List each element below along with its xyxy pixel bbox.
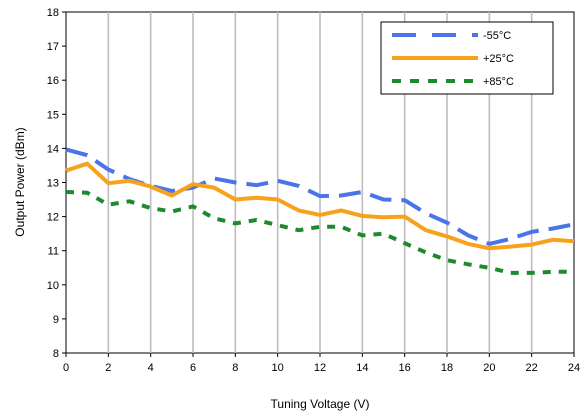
x-tick-label: 22: [526, 362, 538, 374]
y-tick-label: 9: [53, 314, 59, 326]
y-tick-label: 18: [47, 7, 59, 19]
y-axis-title: Output Power (dBm): [13, 127, 27, 236]
series-line-0: [65, 147, 575, 246]
axes: 0 2 4 6 8 10 12 14 16 18 20 22 248910111213141516171…: [47, 7, 580, 374]
series-lines: [65, 147, 575, 275]
x-tick-label: 2: [105, 362, 111, 374]
y-tick-label: 11: [48, 246, 59, 258]
x-tick-label: 4: [148, 362, 154, 374]
x-tick-label: 6: [190, 362, 196, 374]
x-tick-label: 14: [356, 362, 368, 374]
y-tick-label: 13: [47, 178, 59, 190]
y-tick-label: 12: [47, 212, 59, 224]
legend-label-2: +85°C: [483, 76, 514, 88]
legend: -55°C +25°C +85°C: [380, 21, 554, 95]
y-tick-label: 10: [47, 280, 59, 292]
x-tick-label: 18: [441, 362, 453, 374]
y-tick-label: 14: [47, 143, 59, 155]
series-line-1: [65, 161, 575, 251]
x-tick-label: 8: [232, 362, 238, 374]
y-tick-label: 16: [47, 75, 59, 87]
y-tick-label: 17: [47, 41, 59, 53]
x-tick-label: 12: [314, 362, 326, 374]
x-tick-label: 24: [568, 362, 580, 374]
legend-label-0: -55°C: [483, 30, 511, 42]
x-axis-title: Tuning Voltage (V): [271, 397, 370, 411]
legend-label-1: +25°C: [483, 53, 514, 65]
x-tick-label: 16: [399, 362, 411, 374]
x-tick-label: 10: [272, 362, 284, 374]
x-tick-label: 0: [63, 362, 69, 374]
x-tick-label: 20: [483, 362, 495, 374]
y-tick-label: 15: [47, 109, 59, 121]
y-tick-label: 8: [53, 348, 59, 360]
